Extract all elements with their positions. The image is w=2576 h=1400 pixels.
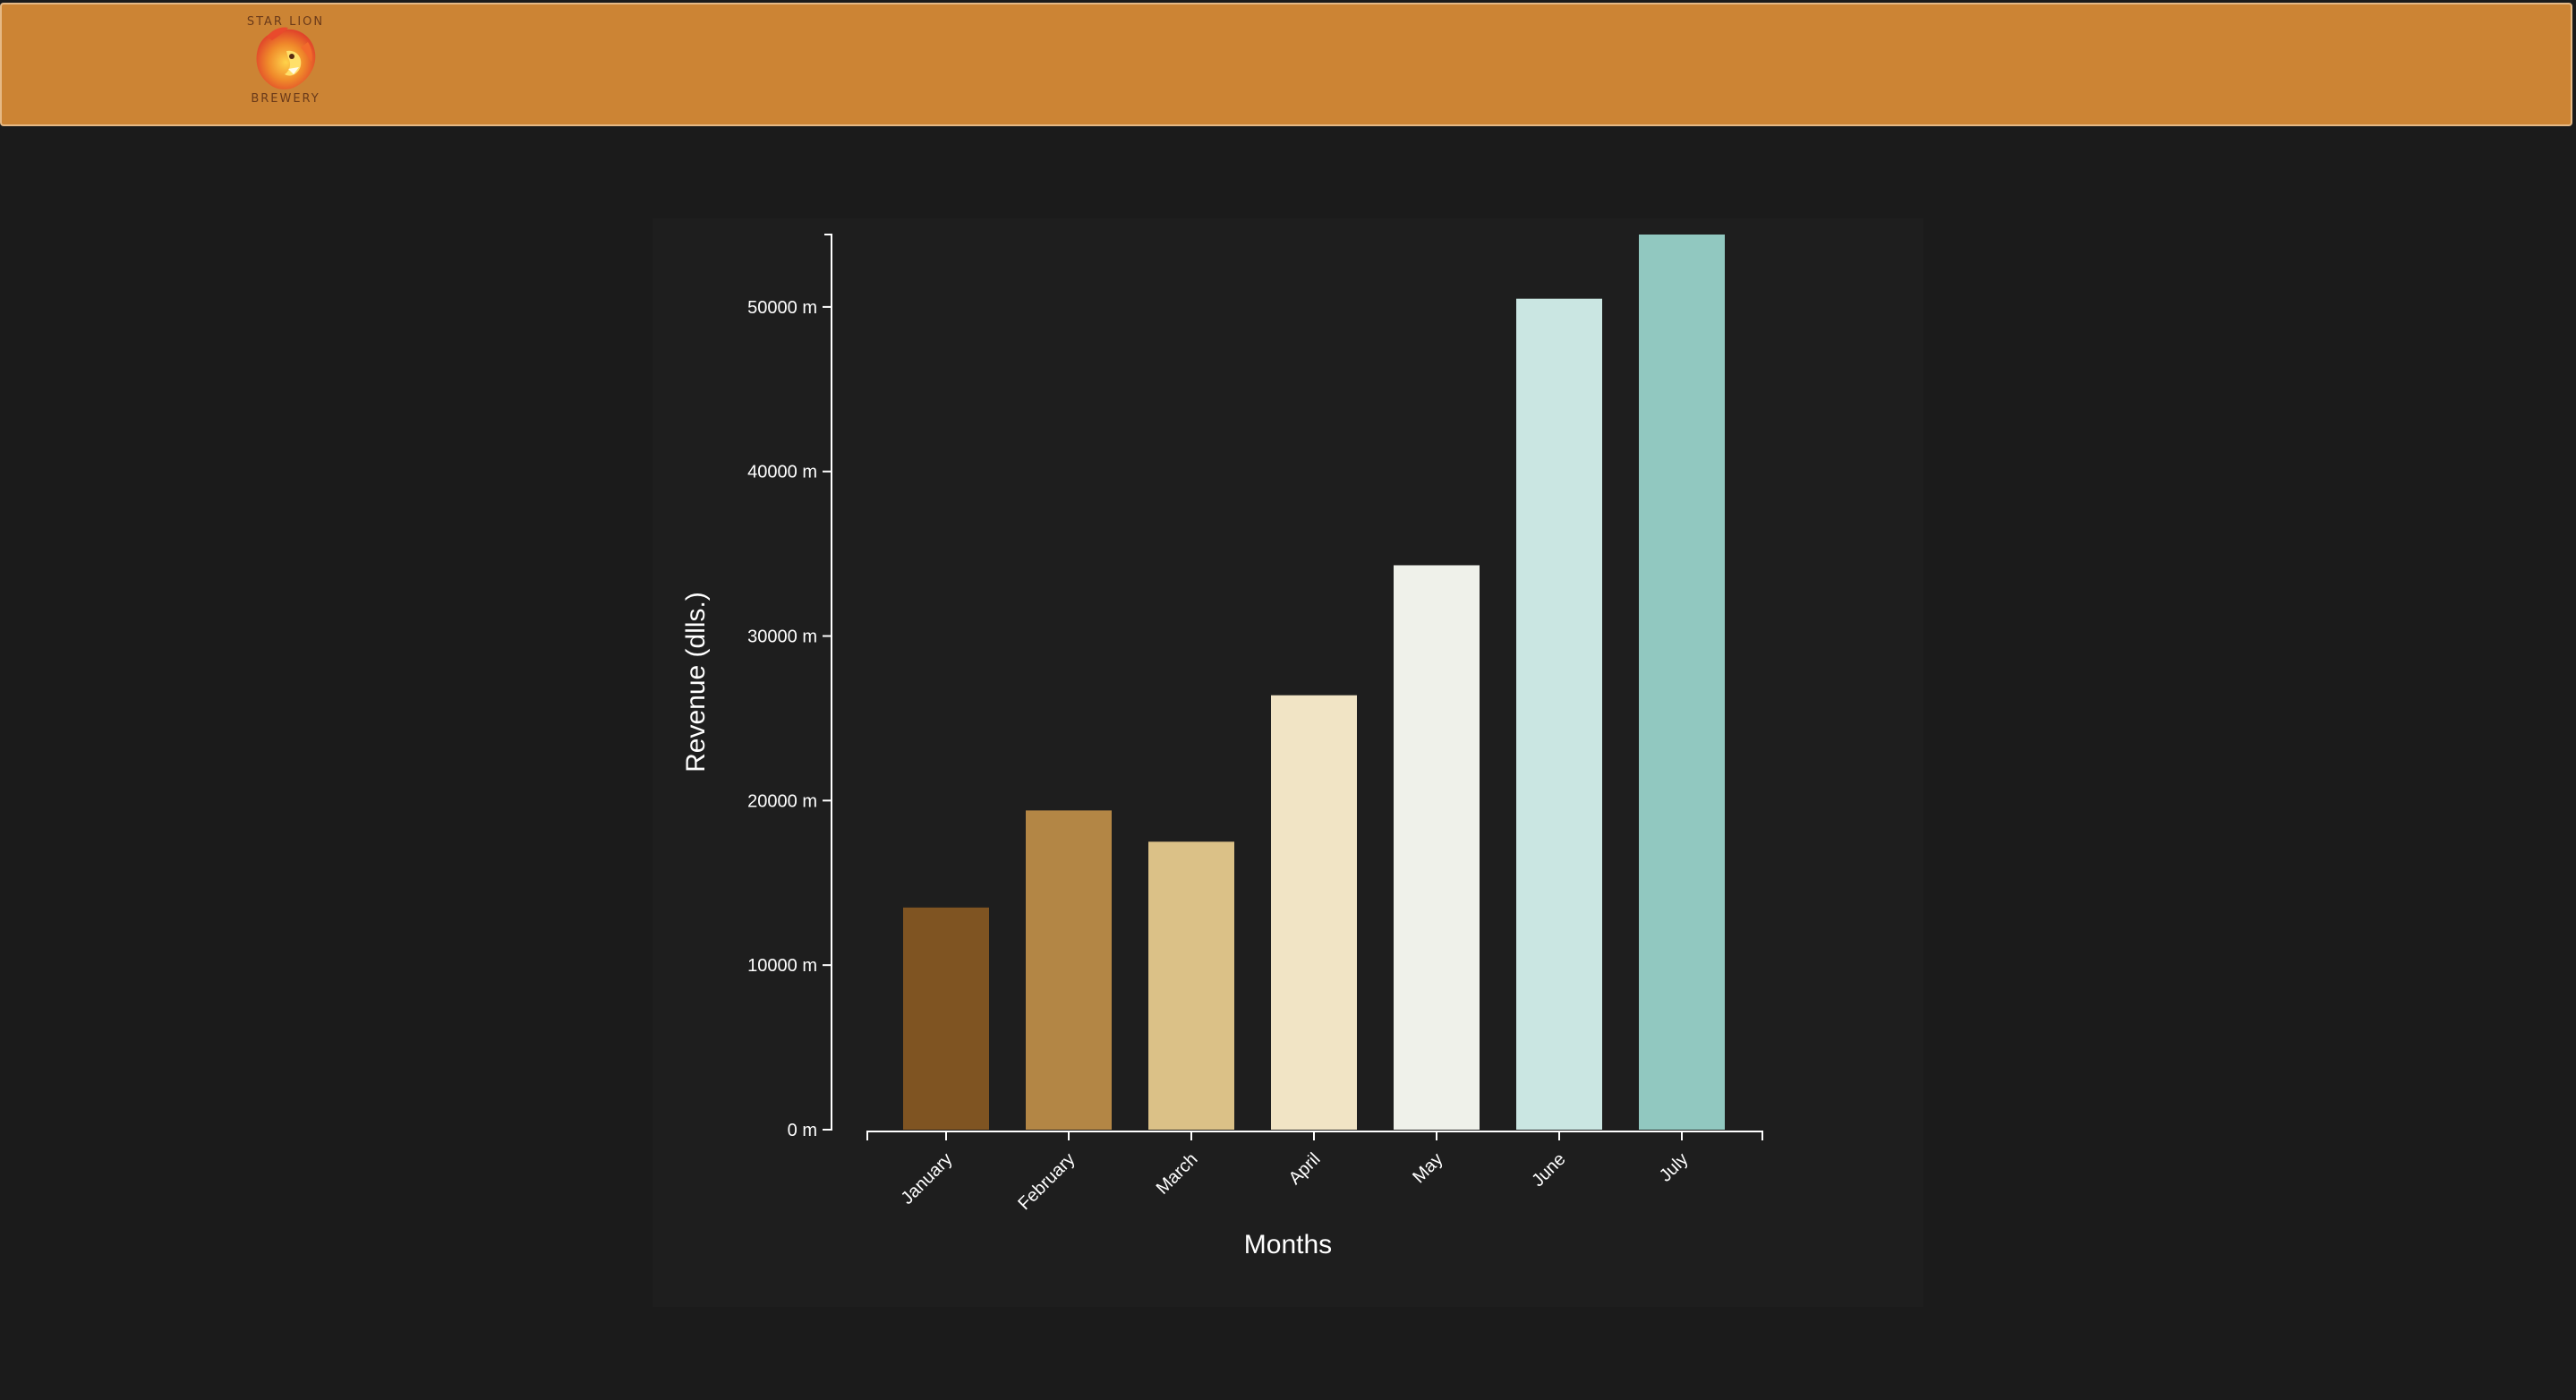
- x-tick-label: March: [1153, 1149, 1202, 1199]
- star-lion-brewery-logo[interactable]: STAR LION BREWERY: [236, 10, 335, 110]
- revenue-bar-chart: 0 m 10000 m 20000 m 30000 m 40000 m 50000 m J…: [681, 234, 1763, 1259]
- y-tick-label: 10000 m: [747, 956, 817, 976]
- y-axis-line: [824, 234, 832, 1131]
- bar-july: [1639, 235, 1725, 1130]
- bar-january: [903, 907, 989, 1130]
- x-tick-label: April: [1285, 1149, 1325, 1189]
- bar-june: [1516, 298, 1602, 1130]
- logo-top-text: STAR LION: [246, 15, 325, 29]
- bar-february: [1026, 810, 1112, 1130]
- chart-panel: 0 m 10000 m 20000 m 30000 m 40000 m 50000 m J…: [653, 218, 1923, 1307]
- x-tick-label: June: [1528, 1149, 1569, 1191]
- y-tick-label: 20000 m: [747, 791, 817, 811]
- bar-april: [1271, 695, 1357, 1130]
- y-axis-title: Revenue (dlls.): [681, 592, 711, 773]
- x-tick-label: July: [1656, 1149, 1693, 1186]
- y-tick-label: 50000 m: [747, 298, 817, 318]
- x-tick-label: February: [1014, 1149, 1079, 1214]
- lion-head-icon: [256, 27, 316, 90]
- x-tick-label: May: [1409, 1149, 1446, 1187]
- x-axis: January February March April May June July: [866, 1131, 1763, 1214]
- logo-bottom-text: BREWERY: [251, 92, 320, 106]
- y-tick-label: 30000 m: [747, 627, 817, 647]
- brewery-header: STAR LION BREWERY: [0, 3, 2572, 126]
- x-axis-title: Months: [1244, 1230, 1332, 1259]
- bar-may: [1394, 565, 1480, 1130]
- bars-group: [903, 235, 1725, 1130]
- y-tick-label: 40000 m: [747, 463, 817, 482]
- y-axis: 0 m 10000 m 20000 m 30000 m 40000 m 50000 m: [747, 234, 832, 1140]
- y-tick-label: 0 m: [788, 1121, 817, 1140]
- bar-march: [1148, 841, 1234, 1130]
- x-tick-label: January: [898, 1149, 957, 1208]
